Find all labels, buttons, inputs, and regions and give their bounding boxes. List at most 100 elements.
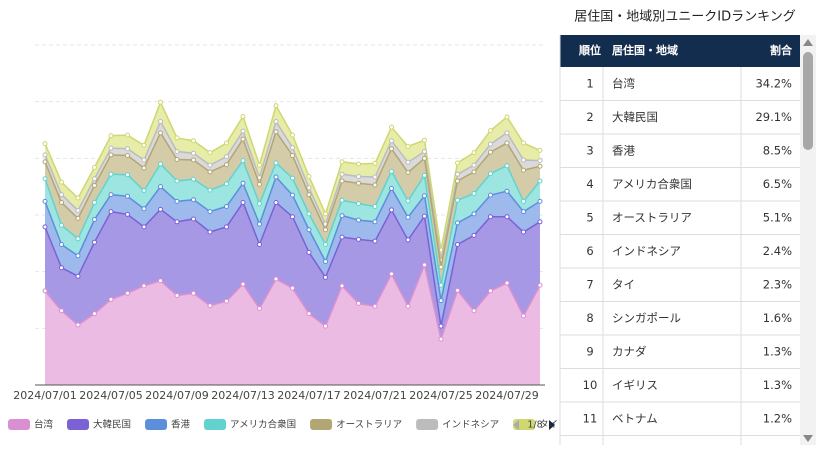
point xyxy=(42,288,48,294)
point xyxy=(488,171,493,177)
point xyxy=(273,276,279,282)
point xyxy=(141,142,147,148)
point xyxy=(141,206,147,212)
point xyxy=(306,311,312,317)
scroll-up[interactable] xyxy=(803,39,813,46)
point xyxy=(339,178,345,184)
point xyxy=(257,162,262,168)
point xyxy=(141,283,147,289)
point xyxy=(521,229,526,235)
point xyxy=(471,190,477,196)
point xyxy=(174,156,180,162)
point xyxy=(422,262,427,268)
point xyxy=(504,130,510,136)
point xyxy=(389,168,394,174)
table-cell: 1 xyxy=(586,76,593,90)
point xyxy=(389,271,394,277)
point xyxy=(537,147,543,153)
area xyxy=(45,131,540,286)
point xyxy=(207,169,213,175)
point xyxy=(108,192,114,198)
point xyxy=(92,217,97,223)
point xyxy=(125,193,130,199)
point xyxy=(174,198,180,204)
point xyxy=(224,298,229,304)
point xyxy=(422,137,427,143)
legend-label[interactable]: タイ xyxy=(539,420,558,431)
point xyxy=(339,159,345,165)
point xyxy=(438,323,444,329)
legend-swatch[interactable] xyxy=(67,419,90,430)
point xyxy=(521,140,526,146)
point xyxy=(422,213,427,219)
legend-swatch[interactable] xyxy=(310,419,333,430)
point xyxy=(42,152,48,158)
point xyxy=(59,192,64,198)
scroll-down[interactable] xyxy=(803,435,813,442)
table-cell: シンガポール xyxy=(612,311,681,325)
table-cell: 2.4% xyxy=(763,244,792,258)
scroll-thumb[interactable] xyxy=(803,52,813,150)
point xyxy=(75,322,81,328)
point xyxy=(372,303,378,309)
legend-label[interactable]: インドネシア xyxy=(442,420,499,431)
point xyxy=(108,209,114,215)
legend-swatch[interactable] xyxy=(8,419,30,430)
point xyxy=(191,176,196,182)
legend-swatch[interactable] xyxy=(204,419,227,430)
point xyxy=(323,211,328,217)
point xyxy=(108,152,114,158)
point xyxy=(42,141,48,147)
point xyxy=(191,157,196,163)
point xyxy=(174,135,180,141)
point xyxy=(224,181,229,187)
legend-label[interactable]: 台湾 xyxy=(34,419,54,431)
legend-label[interactable]: 香港 xyxy=(171,419,191,431)
point xyxy=(438,298,444,304)
point xyxy=(323,274,328,280)
legend-label[interactable]: アメリカ合衆国 xyxy=(230,419,296,431)
point xyxy=(108,133,114,139)
point xyxy=(240,113,246,119)
table-title: 居住国・地域別ユニークIDランキング xyxy=(574,10,795,25)
point xyxy=(75,215,81,221)
point xyxy=(125,211,130,217)
point xyxy=(504,140,510,146)
point xyxy=(537,163,543,169)
x-tick-label: 2024/07/21 xyxy=(343,389,406,402)
point xyxy=(521,157,526,163)
table-cell: ベトナム xyxy=(612,411,658,425)
point xyxy=(125,153,130,158)
point xyxy=(207,209,213,215)
point xyxy=(471,162,477,168)
point xyxy=(455,197,460,203)
point xyxy=(405,143,411,149)
table-cell: 3 xyxy=(586,143,593,157)
point xyxy=(42,176,48,182)
point xyxy=(92,183,97,189)
legend-label[interactable]: 大韓民国 xyxy=(93,419,131,431)
point xyxy=(125,132,130,138)
point xyxy=(422,193,427,199)
legend-swatch[interactable] xyxy=(145,419,168,430)
point xyxy=(471,308,477,314)
legend-swatch[interactable] xyxy=(416,419,439,430)
point xyxy=(389,207,394,213)
point xyxy=(356,217,361,223)
table-cell: 6.5% xyxy=(763,177,792,191)
point xyxy=(471,150,477,156)
point xyxy=(537,178,543,184)
legend-next[interactable] xyxy=(549,420,555,430)
point xyxy=(141,165,147,171)
legend-prev[interactable] xyxy=(513,420,519,430)
point xyxy=(92,200,97,206)
point xyxy=(240,136,246,142)
table-header xyxy=(560,35,800,67)
table-cell: 10 xyxy=(583,378,598,392)
point xyxy=(42,198,48,204)
point xyxy=(207,150,213,156)
point xyxy=(108,296,114,302)
legend-label[interactable]: オーストラリア xyxy=(336,420,402,431)
point xyxy=(405,214,411,220)
point xyxy=(191,290,196,296)
